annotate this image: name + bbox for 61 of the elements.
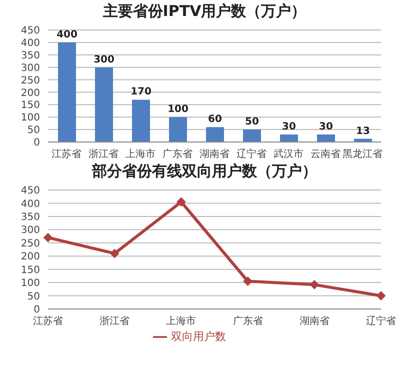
data-label: 30	[319, 122, 333, 133]
bar	[317, 134, 335, 142]
data-label: 50	[245, 116, 259, 128]
y-tick-label: 450	[20, 26, 40, 37]
legend-label: 双向用户数	[171, 330, 226, 343]
data-label: 300	[94, 54, 114, 66]
point	[44, 233, 52, 242]
x-tick-label: 黑龙江省	[342, 148, 382, 160]
x-tick-label: 浙江省	[100, 315, 130, 328]
y-tick-label: 250	[20, 75, 40, 86]
x-tick-label: 辽宁省	[366, 315, 396, 328]
y-tick-label: 200	[20, 88, 40, 99]
point	[176, 197, 186, 206]
y-tick-label: 0	[34, 304, 40, 316]
data-label: 170	[130, 86, 152, 98]
data-label: 400	[56, 29, 78, 40]
data-label: 30	[282, 122, 296, 133]
y-tick-label: 50	[27, 291, 40, 302]
chart-title: 部分省份有线双向用户数（万户）	[90, 162, 318, 182]
bar	[280, 134, 298, 142]
x-tick-label: 广东省	[162, 148, 192, 160]
x-tick-label: 广东省	[232, 315, 263, 328]
y-tick-label: 100	[20, 278, 40, 290]
x-tick-label: 浙江省	[88, 148, 118, 160]
x-tick-label: 云南省	[310, 148, 340, 160]
y-tick-label: 50	[27, 125, 40, 136]
x-tick-label: 江苏省	[33, 315, 63, 328]
y-tick-label: 400	[20, 38, 40, 49]
bar	[206, 127, 224, 142]
x-tick-label: 湖南省	[200, 148, 230, 160]
bar	[132, 100, 150, 142]
data-label: 13	[356, 126, 370, 137]
bar	[169, 117, 187, 142]
x-tick-label: 上海市	[166, 315, 196, 328]
data-label: 100	[168, 104, 188, 116]
x-tick-label: 上海市	[126, 148, 156, 160]
bar	[243, 130, 261, 142]
y-tick-label: 300	[20, 62, 40, 74]
y-tick-label: 0	[34, 138, 40, 149]
y-tick-label: 100	[20, 112, 40, 124]
point	[310, 280, 319, 290]
bar	[95, 67, 113, 142]
data-label: 60	[208, 114, 222, 126]
y-tick-label: 350	[20, 212, 40, 223]
bar	[58, 42, 76, 142]
x-tick-label: 江苏省	[52, 148, 82, 160]
chart-title: 主要省份IPTV用户数（万户）	[102, 2, 308, 22]
y-tick-label: 300	[20, 225, 40, 236]
y-tick-label: 250	[20, 238, 40, 250]
y-tick-label: 450	[20, 186, 40, 197]
point	[376, 291, 386, 300]
x-tick-label: 辽宁省	[236, 148, 266, 160]
point	[243, 276, 252, 286]
y-tick-label: 150	[20, 100, 40, 112]
x-tick-label: 武汉市	[274, 148, 304, 160]
y-tick-label: 400	[20, 198, 40, 210]
y-tick-label: 150	[20, 264, 40, 276]
x-tick-label: 湖南省	[299, 315, 330, 328]
y-tick-label: 200	[20, 252, 40, 263]
point	[110, 248, 120, 258]
y-tick-label: 350	[20, 50, 40, 62]
